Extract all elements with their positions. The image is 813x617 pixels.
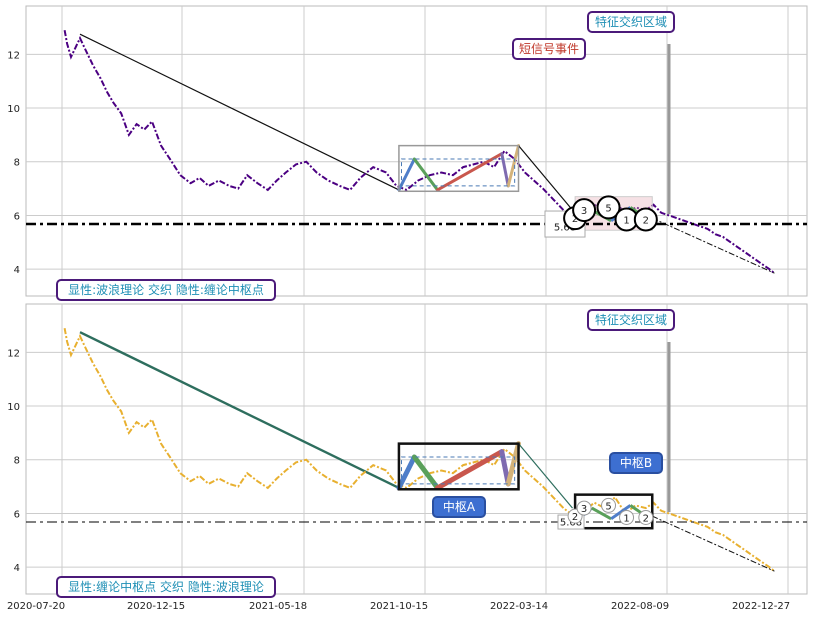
projection-line xyxy=(652,217,775,274)
pivot-box-a xyxy=(398,144,520,193)
wave-marker-label: 3 xyxy=(581,504,587,515)
annotation-text: 显性:缠论中枢点 交织 隐性:波浪理论 xyxy=(68,579,264,594)
annotation-text: 短信号事件 xyxy=(519,42,579,56)
wave-marker-label: 2 xyxy=(643,215,649,226)
wave-marker-label: 2 xyxy=(643,513,649,524)
y-tick-label: 4 xyxy=(14,563,20,574)
wave-marker-label: 5 xyxy=(605,203,611,214)
y-tick-label: 12 xyxy=(7,50,20,61)
x-tick-label: 2021-05-18 xyxy=(249,601,307,612)
wave-marker xyxy=(576,500,592,516)
annotation-badge xyxy=(512,38,586,60)
price-line xyxy=(63,328,776,572)
annotation-text: 显性:波浪理论 交织 隐性:缠论中枢点 xyxy=(68,282,264,297)
wave-segment xyxy=(591,506,612,521)
y-tick-label: 4 xyxy=(14,265,20,276)
wave-segment xyxy=(411,454,441,491)
support-label: 5.68 xyxy=(554,223,576,234)
y-tick-label: 8 xyxy=(14,158,20,169)
x-axis: 2020-07-20 2020-12-15 2021-05-18 2021-10-15… xyxy=(7,601,790,612)
wave-marker-label: 1 xyxy=(623,215,629,226)
trend-line xyxy=(518,145,573,211)
annotation-badge xyxy=(56,279,276,301)
y-tick-label: 10 xyxy=(7,104,20,115)
annotation-text: 特征交织区域 xyxy=(595,312,667,327)
x-tick-label: 2022-03-14 xyxy=(490,601,548,612)
price-line xyxy=(63,30,776,274)
wave-marker-label: 2 xyxy=(572,214,578,225)
wave-segment xyxy=(436,152,504,192)
wave-marker xyxy=(619,509,635,525)
annotation-badge xyxy=(609,452,663,474)
x-tick-label: 2021-10-15 xyxy=(370,601,428,612)
y-tick-label: 6 xyxy=(14,509,20,520)
annotation-badge xyxy=(56,576,276,598)
support-label: 5.68 xyxy=(560,518,582,529)
wave-segment xyxy=(610,504,632,521)
trend-line xyxy=(518,443,573,509)
wave-segment xyxy=(412,157,440,192)
x-tick-label: 2022-08-09 xyxy=(611,601,669,612)
annotation-text: 特征交织区域 xyxy=(595,14,667,29)
wave-marker xyxy=(601,497,617,513)
wave-marker xyxy=(572,198,597,223)
x-tick-label: 2022-12-27 xyxy=(732,601,790,612)
x-tick-label: 2020-12-15 xyxy=(127,601,185,612)
pivot-box-a xyxy=(397,442,520,491)
projection-line xyxy=(652,515,775,572)
wave-marker-label: 1 xyxy=(623,513,629,524)
annotation-text: 中枢B xyxy=(620,455,652,470)
plot-frame xyxy=(25,303,808,595)
wave-marker-label: 2 xyxy=(572,512,578,523)
plot-frame xyxy=(25,5,808,297)
y-tick-label: 6 xyxy=(14,211,20,222)
wave-segment xyxy=(505,441,522,487)
wave-marker xyxy=(596,195,621,220)
pivot-box-a-inner xyxy=(400,456,516,485)
wave-segment xyxy=(506,144,521,188)
wave-marker xyxy=(638,509,654,525)
annotation-badge xyxy=(587,11,675,33)
wave-marker-label: 3 xyxy=(581,206,587,217)
trend-line xyxy=(79,33,400,191)
pivot-box-a-inner xyxy=(400,158,516,187)
wave-marker-label: 5 xyxy=(605,501,611,512)
annotation-badge xyxy=(432,496,486,518)
y-tick-label: 8 xyxy=(14,456,20,467)
wave-segment xyxy=(435,449,505,491)
annotation-badge xyxy=(587,309,675,331)
y-tick-label: 10 xyxy=(7,402,20,413)
wave-marker xyxy=(633,207,658,232)
y-tick-label: 12 xyxy=(7,348,20,359)
trend-line xyxy=(79,331,400,490)
x-tick-label: 2020-07-20 xyxy=(7,601,65,612)
annotation-text: 中枢A xyxy=(443,499,476,514)
